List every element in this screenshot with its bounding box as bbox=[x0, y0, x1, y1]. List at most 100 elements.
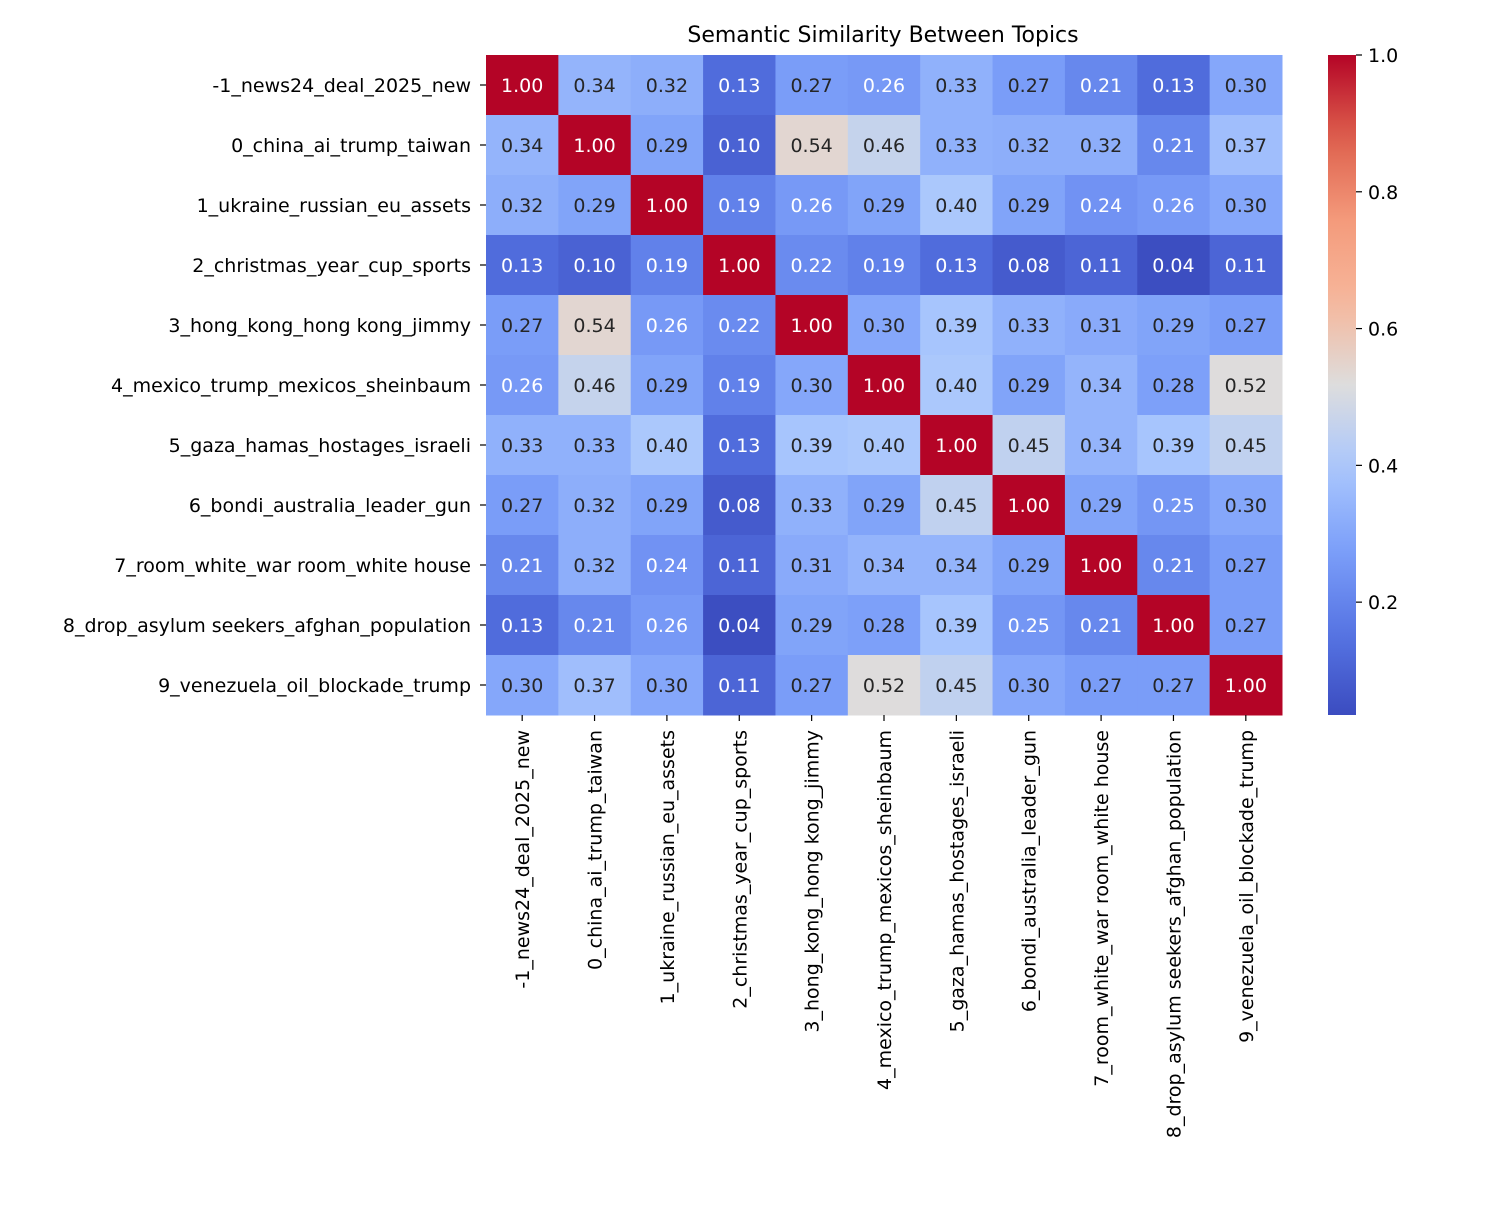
cell-annotation: 0.29 bbox=[790, 615, 832, 637]
heatmap-cell bbox=[703, 235, 776, 296]
heatmap-cell bbox=[486, 55, 559, 116]
cell-annotation: 0.39 bbox=[790, 435, 832, 457]
cell-annotation: 0.29 bbox=[1080, 495, 1122, 517]
cell-annotation: 0.33 bbox=[935, 75, 977, 97]
y-tick-label: 7_room_white_war room_white house bbox=[114, 555, 471, 577]
heatmap-cell bbox=[992, 295, 1066, 356]
cell-annotation: 1.00 bbox=[646, 195, 688, 217]
heatmap-cell bbox=[630, 235, 704, 296]
y-tick-label: 9_venezuela_oil_blockade_trump bbox=[158, 675, 471, 697]
cell-annotation: 0.52 bbox=[1225, 375, 1267, 397]
cell-annotation: 0.29 bbox=[646, 375, 688, 397]
cell-annotation: 0.26 bbox=[501, 375, 543, 397]
cell-annotation: 0.04 bbox=[718, 615, 760, 637]
cell-annotation: 0.32 bbox=[573, 495, 615, 517]
colorbar-tick-label: 0.8 bbox=[1368, 182, 1398, 204]
cell-annotation: 0.22 bbox=[718, 315, 760, 337]
heatmap-cell bbox=[558, 655, 632, 716]
cell-annotation: 0.34 bbox=[501, 135, 543, 157]
heatmap-cell bbox=[992, 595, 1066, 656]
heatmap-cell bbox=[1209, 175, 1283, 236]
heatmap-cell bbox=[992, 175, 1066, 236]
y-tick-label: 0_china_ai_trump_taiwan bbox=[231, 135, 471, 157]
cell-annotation: 0.33 bbox=[501, 435, 543, 457]
cell-annotation: 0.29 bbox=[1008, 375, 1050, 397]
heatmap-cell bbox=[630, 595, 704, 656]
x-axis-labels: -1_news24_deal_2025_new 0_china_ai_trump_… bbox=[512, 715, 1258, 1138]
heatmap-cell bbox=[992, 655, 1066, 716]
cell-annotation: 0.26 bbox=[1152, 195, 1194, 217]
cell-annotation: 0.32 bbox=[501, 195, 543, 217]
heatmap-cell bbox=[486, 655, 559, 716]
cell-annotation: 0.21 bbox=[573, 615, 615, 637]
heatmap-cell bbox=[847, 175, 921, 236]
x-tick-label: 7_room_white_war room_white house bbox=[1091, 730, 1113, 1087]
cell-annotation: 0.32 bbox=[646, 75, 688, 97]
heatmap-cell bbox=[558, 595, 632, 656]
heatmap-cell bbox=[486, 235, 559, 296]
heatmap-cell bbox=[558, 115, 632, 176]
colorbar-tick-label: 1.0 bbox=[1368, 45, 1398, 67]
y-tick-label: 8_drop_asylum seekers_afghan_population bbox=[63, 615, 471, 637]
y-tick-label: 6_bondi_australia_leader_gun bbox=[189, 495, 471, 517]
heatmap-cell bbox=[1209, 475, 1283, 536]
cell-annotation: 0.30 bbox=[646, 675, 688, 697]
cell-annotation: 0.34 bbox=[935, 555, 977, 577]
heatmap-cell bbox=[558, 475, 632, 536]
cell-annotation: 0.30 bbox=[1008, 675, 1050, 697]
cell-annotation: 0.29 bbox=[646, 495, 688, 517]
heatmap-cell bbox=[847, 595, 921, 656]
heatmap-cell bbox=[920, 235, 994, 296]
heatmap-cell bbox=[630, 475, 704, 536]
heatmap-cell bbox=[1064, 595, 1138, 656]
heatmap-cell bbox=[775, 415, 849, 476]
heatmap-cell bbox=[920, 355, 994, 416]
heatmap-cell bbox=[847, 655, 921, 716]
cell-annotation: 0.30 bbox=[1225, 495, 1267, 517]
cell-annotation: 0.26 bbox=[646, 615, 688, 637]
y-tick-label: -1_news24_deal_2025_new bbox=[212, 75, 471, 97]
cell-annotation: 0.32 bbox=[1008, 135, 1050, 157]
x-tick-label: 3_hong_kong_hong kong_jimmy bbox=[802, 730, 824, 1033]
cell-annotation: 0.13 bbox=[501, 615, 543, 637]
heatmap-cell bbox=[486, 115, 559, 176]
cell-annotation: 0.11 bbox=[1080, 255, 1122, 277]
cell-annotation: 0.45 bbox=[1225, 435, 1267, 457]
cell-annotation: 0.34 bbox=[573, 75, 615, 97]
cell-annotation: 0.27 bbox=[501, 315, 543, 337]
heatmap-cell bbox=[920, 55, 994, 116]
cell-annotation: 0.19 bbox=[863, 255, 905, 277]
x-tick-label: 8_drop_asylum seekers_afghan_population bbox=[1163, 730, 1185, 1138]
heatmap-cell bbox=[847, 475, 921, 536]
heatmap-cell bbox=[920, 535, 994, 596]
heatmap-cell bbox=[847, 235, 921, 296]
heatmap-cell bbox=[1064, 535, 1138, 596]
cell-annotation: 0.29 bbox=[646, 135, 688, 157]
heatmap-cell bbox=[1137, 55, 1211, 116]
cell-annotation: 0.13 bbox=[1152, 75, 1194, 97]
heatmap-cell bbox=[847, 415, 921, 476]
cell-annotation: 0.33 bbox=[935, 135, 977, 157]
cell-annotation: 0.11 bbox=[718, 675, 760, 697]
heatmap-cell bbox=[703, 55, 776, 116]
cell-annotation: 0.08 bbox=[1008, 255, 1050, 277]
cell-annotation: 0.54 bbox=[573, 315, 615, 337]
heatmap-cell bbox=[992, 355, 1066, 416]
cell-annotation: 0.27 bbox=[1008, 75, 1050, 97]
heatmap-cell bbox=[703, 415, 776, 476]
heatmap-cell bbox=[1137, 355, 1211, 416]
colorbar-tick-label: 0.4 bbox=[1368, 455, 1398, 477]
cell-annotation: 0.26 bbox=[790, 195, 832, 217]
heatmap-cell bbox=[1209, 295, 1283, 356]
cell-annotation: 0.39 bbox=[935, 615, 977, 637]
cell-annotation: 0.46 bbox=[863, 135, 905, 157]
heatmap-cell bbox=[847, 535, 921, 596]
heatmap-cell bbox=[847, 55, 921, 116]
chart-title: Semantic Similarity Between Topics bbox=[687, 23, 1078, 48]
cell-annotation: 0.19 bbox=[718, 375, 760, 397]
heatmap-cell bbox=[1209, 415, 1283, 476]
heatmap-cell bbox=[992, 535, 1066, 596]
heatmap-cell bbox=[1064, 655, 1138, 716]
heatmap-cell bbox=[486, 595, 559, 656]
heatmap-cell bbox=[992, 55, 1066, 116]
